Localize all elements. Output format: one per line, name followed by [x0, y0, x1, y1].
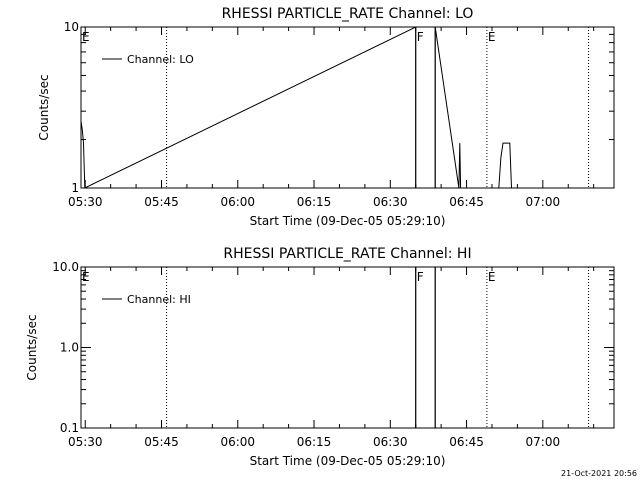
- panel-2-series-line: [415, 267, 436, 429]
- panel-1-x-tick-label: 06:00: [220, 195, 255, 209]
- panel-1-y-tick-label: 10: [64, 20, 79, 34]
- panel-1-x-tick-label: 06:30: [373, 195, 408, 209]
- panel-2-event-marker-label: E: [488, 270, 496, 284]
- panel-1-event-marker-label: E: [488, 30, 496, 44]
- panel-2-title: RHESSI PARTICLE_RATE Channel: HI: [223, 246, 471, 262]
- panel-2-x-tick-label: 07:00: [526, 435, 561, 449]
- panel-1-legend-label: Channel: LO: [127, 53, 194, 66]
- panel-1-y-tick-label: 1: [71, 181, 79, 195]
- panel-2-x-tick-label: 06:45: [449, 435, 484, 449]
- panel-2-x-tick-label: 06:00: [220, 435, 255, 449]
- panel-1-x-tick-label: 05:45: [144, 195, 179, 209]
- panel-1-y-axis-label: Counts/sec: [37, 74, 51, 140]
- panel-1-title: RHESSI PARTICLE_RATE Channel: LO: [222, 6, 474, 22]
- panel-2-y-tick-label: 1.0: [60, 341, 79, 355]
- panel-2-x-tick-label: 06:30: [373, 435, 408, 449]
- panel-2-event-marker-label: F: [417, 270, 424, 284]
- panel-1-series-line: [80, 26, 512, 189]
- panel-2-y-tick-label: 0.1: [60, 421, 79, 435]
- panel-2-y-axis-label: Counts/sec: [25, 314, 39, 380]
- panel-1-event-marker-label: E: [82, 30, 90, 44]
- panel-1-event-marker-label: F: [417, 30, 424, 44]
- panel-2-x-tick-label: 06:15: [297, 435, 332, 449]
- panel-2-x-tick-label: 05:45: [144, 435, 179, 449]
- panel-2-y-tick-label: 10.0: [52, 260, 79, 274]
- panel-1-x-axis-label: Start Time (09-Dec-05 05:29:10): [250, 214, 446, 228]
- panel-1-x-tick-label: 06:15: [297, 195, 332, 209]
- panel-2-x-tick-label: 05:30: [68, 435, 103, 449]
- panel-1-x-tick-label: 05:30: [68, 195, 103, 209]
- panel-2-x-axis-label: Start Time (09-Dec-05 05:29:10): [250, 454, 446, 468]
- panel-1-x-tick-label: 06:45: [449, 195, 484, 209]
- panel-1-x-tick-label: 07:00: [526, 195, 561, 209]
- panel-2-legend-label: Channel: HI: [127, 293, 191, 306]
- panel-2-event-marker-label: E: [82, 270, 90, 284]
- footer-timestamp: 21-Oct-2021 20:56: [561, 469, 637, 478]
